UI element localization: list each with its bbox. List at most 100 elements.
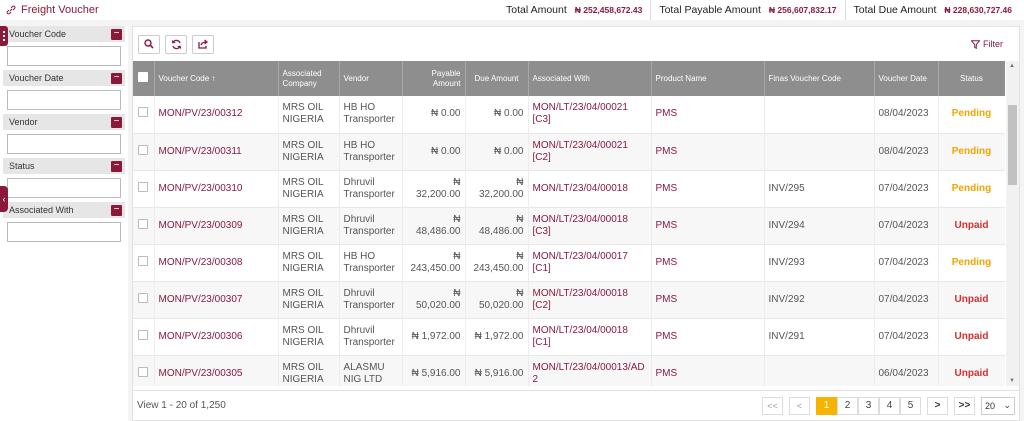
product-name-cell[interactable]: PMS <box>651 133 765 170</box>
select-all-checkbox[interactable] <box>138 72 149 82</box>
col-status[interactable]: Status <box>938 61 1005 96</box>
vendor-cell: Dhruvil Transporter <box>339 170 403 207</box>
product-name-cell[interactable]: PMS <box>651 207 765 244</box>
table-row[interactable]: MON/PV/23/00310 MRS OIL NIGERIA Dhruvil Tr… <box>133 170 1005 207</box>
collapse-minus-icon[interactable]: − <box>111 160 122 172</box>
associated-with-cell[interactable]: MON/LT/23/04/00017 [C1] <box>528 244 652 281</box>
row-checkbox[interactable] <box>138 107 149 118</box>
total-amount-label: Total Amount <box>506 4 567 16</box>
associated-with-cell[interactable]: MON/LT/23/04/00018 [C1] <box>528 318 652 355</box>
voucher-code-cell[interactable]: MON/PV/23/00310 <box>154 170 279 207</box>
col-associated-company[interactable]: Associated Company <box>278 61 340 96</box>
page-button-3[interactable]: 3 <box>858 396 879 415</box>
product-name-cell[interactable]: PMS <box>651 318 765 355</box>
product-name-cell[interactable]: PMS <box>651 244 765 281</box>
status-cell: Unpaid <box>938 318 1005 355</box>
voucher-date-cell: 07/04/2023 <box>874 244 939 281</box>
company-cell: MRS OIL NIGERIA <box>278 170 340 207</box>
col-voucher-code[interactable]: Voucher Code ↑ <box>154 61 279 96</box>
voucher-code-cell[interactable]: MON/PV/23/00309 <box>154 207 279 244</box>
table-row[interactable]: MON/PV/23/00306 MRS OIL NIGERIA Dhruvil Tr… <box>133 318 1005 355</box>
collapse-minus-icon[interactable]: − <box>111 116 122 128</box>
sidebar-collapse-chevron-icon[interactable]: ‹ <box>0 186 8 212</box>
associated-with-cell[interactable]: MON/LT/23/04/00018 <box>528 170 652 207</box>
col-label: Vendor <box>343 73 369 83</box>
product-name-cell[interactable]: PMS <box>651 281 765 318</box>
sidebar-menu-handle-icon[interactable] <box>0 26 8 46</box>
collapse-minus-icon[interactable]: − <box>111 204 122 216</box>
export-button[interactable] <box>192 34 214 54</box>
grid-vertical-scrollbar[interactable]: ▲ ▼ <box>1006 61 1019 386</box>
page-button-1[interactable]: 1 <box>816 396 837 415</box>
row-checkbox[interactable] <box>138 366 149 377</box>
voucher-code-cell[interactable]: MON/PV/23/00312 <box>154 96 279 133</box>
product-name-cell[interactable]: PMS <box>651 170 765 207</box>
voucher-code-cell[interactable]: MON/PV/23/00311 <box>154 133 279 170</box>
collapse-minus-icon[interactable]: − <box>111 28 122 40</box>
page-button-5[interactable]: 5 <box>900 396 921 415</box>
table-row[interactable]: MON/PV/23/00305 MRS OIL NIGERIA ALASMU NIG… <box>133 355 1005 386</box>
col-label: Due Amount <box>474 73 519 83</box>
row-checkbox[interactable] <box>138 255 149 266</box>
row-select-cell <box>133 244 155 281</box>
page-button-4[interactable]: 4 <box>879 396 900 415</box>
row-checkbox[interactable] <box>138 329 149 340</box>
voucher-date-input[interactable] <box>7 90 121 110</box>
table-row[interactable]: MON/PV/23/00307 MRS OIL NIGERIA Dhruvil Tr… <box>133 281 1005 318</box>
col-vendor[interactable]: Vendor <box>339 61 403 96</box>
page-size-select[interactable]: 20 ⌄ <box>981 396 1015 415</box>
filter-voucher-date: Voucher Date − <box>0 70 128 110</box>
row-checkbox[interactable] <box>138 144 149 155</box>
voucher-code-cell[interactable]: MON/PV/23/00307 <box>154 281 279 318</box>
scroll-up-arrow-icon[interactable]: ▲ <box>1009 63 1015 69</box>
table-header-row: Voucher Code ↑ Associated Company Vendor… <box>133 61 1005 96</box>
voucher-date-cell: 07/04/2023 <box>874 318 939 355</box>
voucher-code-cell[interactable]: MON/PV/23/00308 <box>154 244 279 281</box>
associated-with-cell[interactable]: MON/LT/23/04/00018 [C3] <box>528 207 652 244</box>
table-row[interactable]: MON/PV/23/00311 MRS OIL NIGERIA HB HO Tran… <box>133 133 1005 170</box>
row-checkbox[interactable] <box>138 181 149 192</box>
col-product-name[interactable]: Product Name <box>651 61 765 96</box>
row-select-cell <box>133 96 155 133</box>
col-associated-with[interactable]: Associated With <box>528 61 652 96</box>
next-page-button[interactable]: > <box>927 396 948 415</box>
page-button-2[interactable]: 2 <box>837 396 858 415</box>
payable-amount-cell: ₦ 0.00 <box>402 96 466 133</box>
associated-with-cell[interactable]: MON/LT/23/04/00021 [C3] <box>528 96 652 133</box>
refresh-button[interactable] <box>165 34 187 54</box>
table-row[interactable]: MON/PV/23/00308 MRS OIL NIGERIA HB HO Tran… <box>133 244 1005 281</box>
prev-page-button[interactable]: < <box>789 396 810 415</box>
col-payable-amount[interactable]: Payable Amount <box>402 61 466 96</box>
associated-with-cell[interactable]: MON/LT/23/04/00018 [C2] <box>528 281 652 318</box>
voucher-code-input[interactable] <box>7 46 121 66</box>
table-row[interactable]: MON/PV/23/00309 MRS OIL NIGERIA Dhruvil Tr… <box>133 207 1005 244</box>
last-page-button[interactable]: >> <box>954 396 975 415</box>
product-name-cell[interactable]: PMS <box>651 96 765 133</box>
col-due-amount[interactable]: Due Amount <box>465 61 529 96</box>
collapse-minus-icon[interactable]: − <box>111 72 122 84</box>
row-checkbox[interactable] <box>138 292 149 303</box>
grid-footer: View 1 - 20 of 1,250 << < 1 2 3 4 5 > >>… <box>133 390 1019 420</box>
first-page-button[interactable]: << <box>762 396 783 415</box>
associated-with-cell[interactable]: MON/LT/23/04/00021 [C2] <box>528 133 652 170</box>
voucher-code-cell[interactable]: MON/PV/23/00306 <box>154 318 279 355</box>
col-finas-voucher-code[interactable]: Finas Voucher Code <box>764 61 875 96</box>
filter-button-label: Filter <box>983 39 1003 49</box>
row-checkbox[interactable] <box>138 218 149 229</box>
scrollbar-thumb[interactable] <box>1008 105 1017 185</box>
status-input[interactable] <box>7 178 121 198</box>
filter-button[interactable]: Filter <box>971 39 1003 49</box>
scroll-down-arrow-icon[interactable]: ▼ <box>1009 378 1015 384</box>
search-button[interactable] <box>138 34 160 54</box>
due-amount-cell: ₦ 0.00 <box>465 133 529 170</box>
voucher-code-cell[interactable]: MON/PV/23/00305 <box>154 355 279 386</box>
status-cell: Unpaid <box>938 355 1005 386</box>
due-amount-cell: ₦ 5,916.00 <box>465 355 529 386</box>
associated-with-input[interactable] <box>7 222 121 242</box>
col-voucher-date[interactable]: Voucher Date <box>874 61 939 96</box>
table-row[interactable]: MON/PV/23/00312 MRS OIL NIGERIA HB HO Tran… <box>133 96 1005 133</box>
product-name-cell[interactable]: PMS <box>651 355 765 386</box>
associated-with-cell[interactable]: MON/LT/23/04/00013/AD 2 <box>528 355 652 386</box>
due-amount-cell: ₦ 1,972.00 <box>465 318 529 355</box>
vendor-input[interactable] <box>7 134 121 154</box>
